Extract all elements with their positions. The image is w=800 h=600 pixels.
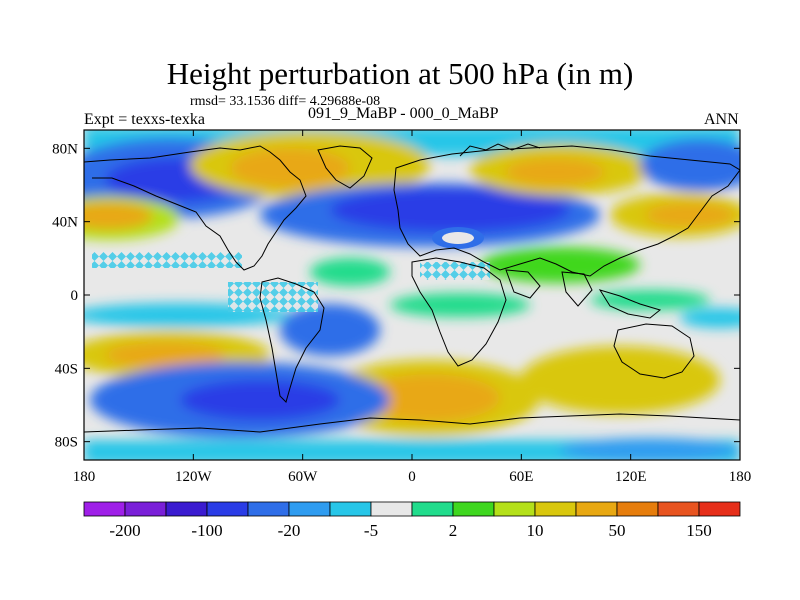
colorbar-label: -20 <box>278 521 301 540</box>
colorbar-bin <box>124 501 167 517</box>
colorbar-bin <box>411 501 454 517</box>
colorbar-bin <box>452 501 495 517</box>
colorbar-label: -100 <box>191 521 222 540</box>
y-tick-label: 40S <box>55 361 78 377</box>
colorbar-bin <box>657 501 700 517</box>
colorbar-label: 2 <box>449 521 458 540</box>
colorbar-bin <box>206 501 249 517</box>
colorbar-bin <box>534 501 577 517</box>
colorbar-bin <box>83 501 126 517</box>
chart-subtitle: 091_9_MaBP - 000_0_MaBP <box>308 105 499 122</box>
y-tick-label: 0 <box>71 288 79 304</box>
colorbar-bin <box>493 501 536 517</box>
stats-text: rmsd= 33.1536 diff= 4.29688e-08 <box>190 94 381 109</box>
colorbar-label: 50 <box>609 521 626 540</box>
map-field <box>84 130 740 460</box>
colorbar-label: -5 <box>364 521 378 540</box>
experiment-label: Expt = texxs-texka <box>84 111 205 128</box>
colorbar-label: 10 <box>527 521 544 540</box>
season-label: ANN <box>704 111 739 128</box>
x-tick-label: 180 <box>729 469 752 485</box>
colorbar-bin <box>329 501 372 517</box>
x-tick-label: 120E <box>615 469 647 485</box>
colorbar-label: 150 <box>686 521 712 540</box>
colorbar-bin <box>575 501 618 517</box>
colorbar-bin <box>616 501 659 517</box>
x-tick-label: 180 <box>73 469 96 485</box>
colorbar-label: -200 <box>109 521 140 540</box>
colorbar-bin <box>165 501 208 517</box>
continent-outlines <box>84 143 740 433</box>
colorbar-bin <box>370 501 413 517</box>
x-tick-label: 0 <box>408 469 416 485</box>
x-tick-label: 60W <box>288 469 318 485</box>
y-tick-label: 80S <box>55 435 78 451</box>
colorbar-bin <box>698 501 741 517</box>
colorbar-bin <box>247 501 290 517</box>
colorbar-bin <box>288 501 331 517</box>
y-tick-label: 80N <box>52 141 78 157</box>
chart-title: Height perturbation at 500 hPa (in m) <box>166 56 634 91</box>
y-tick-label: 40N <box>52 215 78 231</box>
x-tick-label: 120W <box>175 469 213 485</box>
x-tick-label: 60E <box>509 469 533 485</box>
